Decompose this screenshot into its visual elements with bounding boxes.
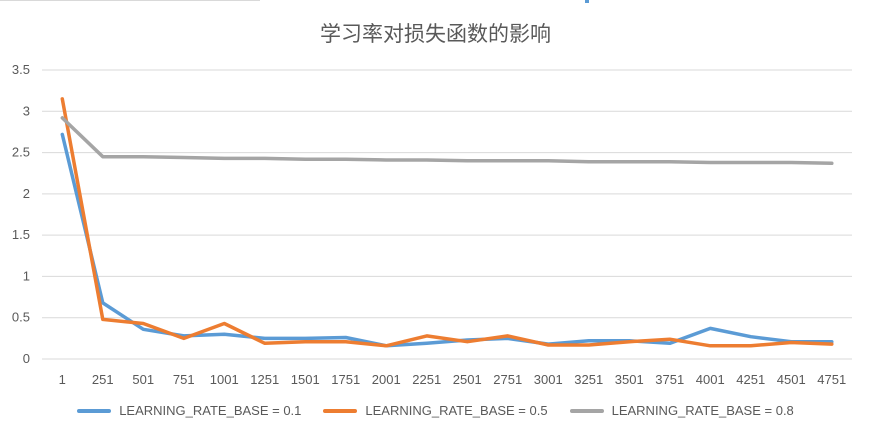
- y-tick-label: 3.5: [12, 62, 30, 77]
- legend-label: LEARNING_RATE_BASE = 0.8: [611, 403, 794, 418]
- x-tick-label: 4251: [736, 372, 765, 387]
- x-tick-label: 1: [59, 372, 66, 387]
- top-border-mark: [585, 0, 589, 3]
- x-tick-label: 1251: [250, 372, 279, 387]
- legend-item: LEARNING_RATE_BASE = 0.8: [569, 403, 794, 418]
- legend-label: LEARNING_RATE_BASE = 0.5: [365, 403, 548, 418]
- y-tick-label: 1.5: [12, 227, 30, 242]
- x-tick-label: 251: [92, 372, 114, 387]
- legend: LEARNING_RATE_BASE = 0.1 LEARNING_RATE_BA…: [0, 403, 871, 418]
- x-tick-label: 3001: [534, 372, 563, 387]
- legend-label: LEARNING_RATE_BASE = 0.1: [119, 403, 302, 418]
- x-tick-label: 501: [132, 372, 154, 387]
- series-line-0: [60, 132, 834, 348]
- legend-swatch: [569, 408, 604, 413]
- x-tick-label: 1501: [291, 372, 320, 387]
- x-tick-label: 4501: [777, 372, 806, 387]
- x-tick-label: 4001: [696, 372, 725, 387]
- legend-swatch: [77, 408, 112, 413]
- series-line-2: [60, 116, 834, 166]
- x-tick-label: 4751: [817, 372, 846, 387]
- x-tick-label: 3501: [615, 372, 644, 387]
- y-tick-label: 2.5: [12, 145, 30, 160]
- x-tick-label: 3751: [655, 372, 684, 387]
- x-tick-label: 1001: [210, 372, 239, 387]
- legend-item: LEARNING_RATE_BASE = 0.1: [77, 403, 301, 418]
- x-tick-label: 3251: [574, 372, 603, 387]
- top-border: [0, 0, 871, 3]
- series-line-1: [60, 97, 834, 348]
- y-tick-label: 1: [23, 268, 30, 283]
- legend-item: LEARNING_RATE_BASE = 0.5: [323, 403, 548, 418]
- legend-swatch: [323, 408, 358, 413]
- y-tick-label: 3: [23, 103, 30, 118]
- y-tick-label: 0.5: [12, 310, 30, 325]
- x-tick-label: 1751: [331, 372, 360, 387]
- x-tick-label: 2751: [493, 372, 522, 387]
- y-tick-label: 2: [23, 186, 30, 201]
- x-tick-label: 751: [173, 372, 195, 387]
- top-border-line: [0, 0, 260, 1]
- x-tick-label: 2001: [372, 372, 401, 387]
- chart-title: 学习率对损失函数的影响: [320, 22, 551, 46]
- x-tick-label: 2251: [412, 372, 441, 387]
- x-tick-label: 2501: [453, 372, 482, 387]
- y-tick-label: 0: [23, 351, 30, 366]
